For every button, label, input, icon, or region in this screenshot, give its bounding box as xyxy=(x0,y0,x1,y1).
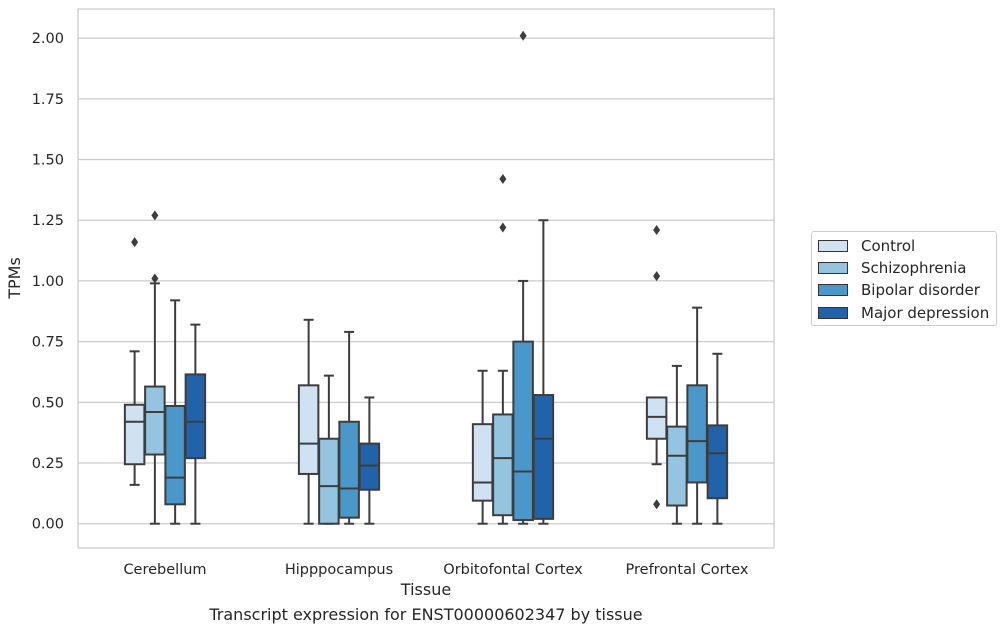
box-iqr xyxy=(297,384,320,475)
box-control xyxy=(297,318,320,525)
y-tick-label: 1.50 xyxy=(32,153,64,169)
y-tick-label: 2.00 xyxy=(32,31,64,47)
y-tick-label: 0.25 xyxy=(32,456,64,472)
y-tick-label: 0.00 xyxy=(32,517,64,533)
legend-swatch-schizophrenia xyxy=(818,262,848,274)
outlier-point xyxy=(131,237,139,248)
legend-item-major-depression: Major depression xyxy=(818,303,989,323)
legend-label-major-depression: Major depression xyxy=(861,304,990,322)
box-iqr xyxy=(512,340,534,522)
outlier-point xyxy=(151,210,159,221)
y-tick-label: 1.25 xyxy=(32,213,64,229)
box-iqr xyxy=(471,423,494,502)
box-iqr xyxy=(645,396,668,440)
outlier-point xyxy=(499,173,507,184)
box-major-depression xyxy=(532,219,555,525)
boxes xyxy=(123,30,729,525)
legend-item-bipolar-disorder: Bipolar disorder xyxy=(818,280,980,300)
box-iqr xyxy=(318,437,340,525)
box-iqr xyxy=(706,424,729,500)
box-iqr xyxy=(164,404,186,506)
y-tick-label: 1.75 xyxy=(32,92,64,108)
box-iqr xyxy=(492,413,514,517)
outlier-point xyxy=(519,30,527,41)
box-control xyxy=(123,237,146,486)
legend-swatch-bipolar-disorder xyxy=(818,284,848,296)
box-major-depression xyxy=(184,323,207,525)
box-control xyxy=(645,224,668,510)
outlier-point xyxy=(653,499,661,510)
legend-item-schizophrenia: Schizophrenia xyxy=(818,258,966,278)
legend-item-control: Control xyxy=(818,236,915,256)
legend-swatch-major-depression xyxy=(818,307,848,319)
chart-caption: Transcript expression for ENST0000060234… xyxy=(209,605,643,624)
y-axis-ticks: 0.00 0.25 0.50 0.75 1.00 1.25 1.50 1.75 2.00 xyxy=(32,31,64,533)
x-tick-label: Prefrontal Cortex xyxy=(626,562,749,578)
box-schizophrenia xyxy=(492,173,514,525)
y-tick-label: 1.00 xyxy=(32,274,64,290)
outlier-point xyxy=(151,273,159,284)
box-iqr xyxy=(144,385,166,456)
legend-label-control: Control xyxy=(861,237,916,255)
box-control xyxy=(471,369,494,525)
box-iqr xyxy=(666,425,688,507)
plot-frame xyxy=(77,8,775,549)
y-axis-label: TPMs xyxy=(5,257,24,300)
legend: Control Schizophrenia Bipolar disorder M… xyxy=(811,231,997,326)
legend-label-schizophrenia: Schizophrenia xyxy=(861,259,967,277)
box-iqr xyxy=(123,403,146,466)
box-bipolar-disorder xyxy=(164,299,186,525)
box-major-depression xyxy=(706,352,729,525)
box-iqr xyxy=(338,420,360,519)
y-tick-label: 0.50 xyxy=(32,395,64,411)
box-bipolar-disorder xyxy=(338,330,360,525)
legend-label-bipolar-disorder: Bipolar disorder xyxy=(861,281,980,299)
legend-swatch-control xyxy=(818,240,848,252)
x-tick-label: Orbitofontal Cortex xyxy=(443,562,583,578)
outlier-point xyxy=(653,271,661,282)
x-tick-label: Hipppocampus xyxy=(285,562,393,578)
box-major-depression xyxy=(358,396,381,525)
box-iqr xyxy=(358,442,381,491)
box-bipolar-disorder xyxy=(686,306,708,525)
outlier-point xyxy=(499,222,507,233)
x-tick-label: Cerebellum xyxy=(123,562,206,578)
box-iqr xyxy=(184,373,207,460)
y-tick-label: 0.75 xyxy=(32,335,64,351)
x-axis-label: Tissue xyxy=(400,580,451,599)
box-schizophrenia xyxy=(318,374,340,525)
box-bipolar-disorder xyxy=(512,30,534,525)
outlier-point xyxy=(653,224,661,235)
box-schizophrenia xyxy=(144,210,166,525)
x-axis-ticks: Cerebellum Hipppocampus Orbitofontal Corte… xyxy=(123,562,748,578)
box-iqr xyxy=(686,384,708,484)
box-iqr xyxy=(532,394,555,520)
box-schizophrenia xyxy=(666,364,688,525)
